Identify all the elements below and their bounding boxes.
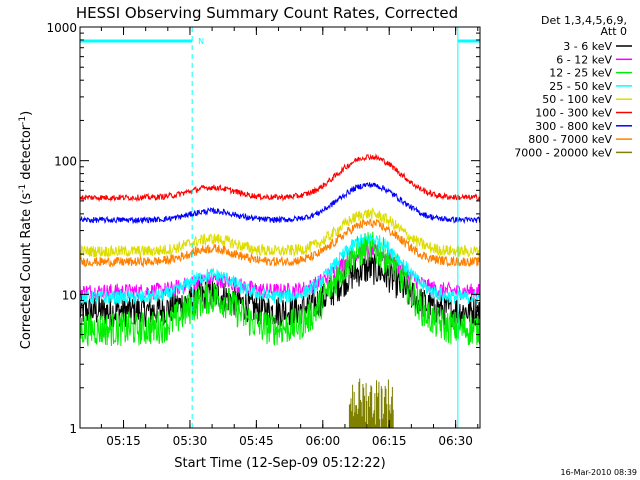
legend-label-6: 300 - 800 keV <box>535 120 612 133</box>
x-axis-label: Start Time (12-Sep-09 05:12:22) <box>174 456 385 471</box>
y-tick-label-2: 100 <box>54 155 77 169</box>
plot-frame <box>79 26 481 429</box>
x-tick-label-5: 06:30 <box>438 434 473 448</box>
legend-label-7: 800 - 7000 keV <box>528 133 612 146</box>
axes: 05:15 05:30 05:45 06:00 06:15 06:30 1 10 100 1000 <box>46 21 481 448</box>
legend-label-3: 25 - 50 keV <box>549 80 612 93</box>
y-axis-label: Corrected Count Rate (s-1 detector-1) <box>18 111 34 349</box>
y-tick-label-1: 10 <box>62 288 77 302</box>
series-line-0 <box>79 253 481 328</box>
y-tick-label-3: 1000 <box>46 21 77 35</box>
series-line-7 <box>79 218 481 268</box>
series-line-4 <box>79 207 481 259</box>
chart-title: HESSI Observing Summary Count Rates, Cor… <box>76 4 458 22</box>
x-tick-label-3: 06:00 <box>306 434 341 448</box>
legend-header-1: Att 0 <box>601 25 627 38</box>
legend-label-4: 50 - 100 keV <box>542 93 612 106</box>
legend-label-2: 12 - 25 keV <box>549 67 612 80</box>
legend-label-0: 3 - 6 keV <box>563 40 612 53</box>
timestamp: 16-Mar-2010 08:39 <box>561 468 638 477</box>
series-line-5 <box>79 153 481 203</box>
series-line-8 <box>348 378 394 428</box>
series-line-2 <box>79 231 481 347</box>
legend-label-8: 7000 - 20000 keV <box>514 146 612 159</box>
x-tick-label-1: 05:30 <box>173 434 208 448</box>
legend-label-1: 6 - 12 keV <box>556 53 612 66</box>
plot-area: N <box>79 27 481 428</box>
y-tick-label-0: 1 <box>69 422 77 436</box>
attenuator-label: N <box>198 37 204 46</box>
x-tick-label-0: 05:15 <box>106 434 141 448</box>
series-line-3 <box>79 233 481 305</box>
x-tick-label-4: 06:15 <box>372 434 407 448</box>
legend-label-5: 100 - 300 keV <box>535 107 612 120</box>
series-line-6 <box>79 182 481 225</box>
x-tick-label-2: 05:45 <box>239 434 274 448</box>
legend-header-0: Det 1,3,4,5,6,9, <box>541 14 627 27</box>
